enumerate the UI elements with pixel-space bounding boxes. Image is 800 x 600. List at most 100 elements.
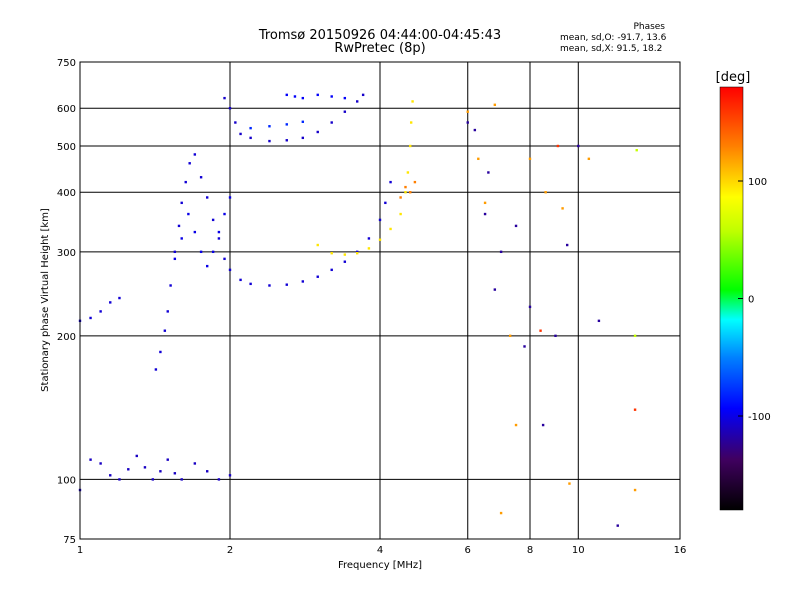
data-point [404,185,407,189]
data-point [205,470,209,473]
x-tick-label: 8 [527,545,533,556]
data-point [633,334,637,338]
data-point [466,121,469,124]
plot-frame [79,61,681,540]
data-point [409,144,412,148]
data-point [355,100,359,103]
data-point [528,157,532,161]
y-tick-label: 500 [57,142,76,153]
data-point [173,257,177,261]
data-point [127,468,130,471]
data-point [217,478,221,481]
data-point [285,283,288,286]
data-point [180,478,183,481]
x-tick-label: 2 [227,545,233,556]
data-point [343,253,347,256]
data-point [411,100,414,103]
data-point [539,329,542,332]
data-point [477,157,480,161]
y-tick-label: 200 [57,332,76,343]
colorbar-tick-label: 0 [748,295,754,306]
data-point [361,93,365,97]
data-point [228,107,232,110]
data-point [268,139,271,143]
data-point [173,472,177,475]
data-point [234,121,237,124]
data-point [211,218,215,222]
data-point [330,268,333,272]
data-point [166,458,169,461]
data-point [285,139,288,142]
data-point [217,237,221,240]
x-tick-labels: 1 2 4 6 8 10 16 [77,545,687,556]
data-point [343,260,347,263]
y-tick-label: 300 [57,248,76,259]
data-point [413,180,417,184]
data-point [528,305,532,309]
data-point [205,264,209,268]
data-point [399,196,402,199]
y-tick-labels: 75 100 200 300 400 500 600 750 [57,58,76,546]
data-point [99,462,102,465]
data-point [409,121,413,124]
data-point [199,250,203,254]
data-point [99,310,102,313]
colorbar-tick-label: -100 [748,412,771,423]
data-point [239,278,242,282]
data-point [268,125,271,128]
data-point [109,474,112,477]
data-point [367,237,371,240]
data-point [514,224,518,228]
data-point [285,93,288,97]
x-tick-label: 16 [674,545,687,556]
chart-subtitle: RwPretec (8p) [334,41,426,56]
data-point [633,408,637,411]
x-tick-label: 10 [572,545,585,556]
data-point [228,196,232,199]
colorbar-label: [deg] [716,70,751,85]
data-point [384,201,387,205]
stats-o: mean, sd,O: -91.7, 13.6 [560,33,667,43]
data-point [118,478,121,481]
data-point [316,130,319,134]
data-point [301,96,305,100]
data-point [239,132,242,136]
y-tick-label: 600 [57,104,76,115]
data-point [154,368,158,371]
colorbar: [deg] 100 0 -100 [716,70,771,511]
data-points [78,93,638,527]
data-point [635,148,638,152]
y-tick-label: 400 [57,188,76,199]
data-point [499,511,503,515]
data-point [188,162,191,165]
data-point [177,224,181,228]
data-point [223,212,226,216]
data-point [633,488,637,492]
data-point [205,196,209,199]
data-point [193,153,197,156]
data-point [143,466,147,469]
data-point [389,227,392,231]
y-axis-label: Stationary phase Virtual Height [km] [40,208,51,392]
data-point [228,474,232,477]
x-tick-label: 4 [377,545,383,556]
data-point [616,524,619,527]
data-point [285,123,288,126]
data-point [316,93,319,97]
colorbar-tick-label: 100 [748,177,767,188]
data-point [343,96,347,100]
stats-title: Phases [633,22,665,32]
data-point [316,243,319,247]
y-tick-label: 100 [57,475,76,486]
data-point [118,296,121,300]
data-point [301,136,305,140]
data-point [249,126,252,130]
data-point [180,237,183,240]
data-point [556,144,560,148]
data-point [330,252,333,255]
data-point [541,423,545,427]
data-point [301,280,305,283]
data-point [217,230,221,234]
data-point [404,191,407,194]
